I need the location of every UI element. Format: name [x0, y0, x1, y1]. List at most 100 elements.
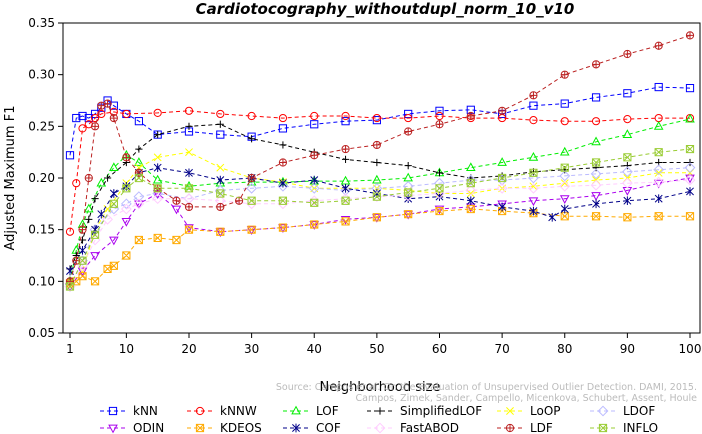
knnw-point-15 — [372, 113, 381, 123]
y-tick-label-2: 0.15 — [28, 223, 55, 237]
odin-point-23 — [653, 179, 664, 189]
lof-point-24 — [653, 120, 664, 130]
knnw-point-12 — [278, 113, 288, 123]
legend-marker-lof — [291, 405, 301, 415]
legend-label-cof: COF — [316, 421, 341, 434]
legend-label-fastabod: FastABOD — [400, 421, 459, 434]
x-tick-label-20: 20 — [181, 342, 196, 356]
fastabod-point-20 — [590, 179, 602, 191]
simplifiedlof-point-10 — [216, 120, 224, 128]
ldf-point-28 — [654, 41, 663, 50]
legend-marker-loop — [506, 407, 514, 415]
ldof-point-21 — [621, 166, 633, 178]
legend-marker-kdeos — [195, 423, 205, 433]
ldof-point-11 — [308, 182, 320, 194]
knnw-point-17 — [435, 111, 444, 121]
x-tick-label-70: 70 — [494, 342, 509, 356]
ldf-point-13 — [216, 202, 225, 212]
legend-marker-knn — [108, 406, 118, 416]
simplifiedlof-point-23 — [623, 162, 631, 170]
inflo-point-2 — [90, 230, 100, 239]
knnw-point-11 — [247, 111, 256, 121]
odin-point-20 — [559, 195, 570, 205]
ldf-point-3 — [84, 173, 93, 183]
knn-point-3 — [84, 113, 93, 123]
knnw-point-20 — [529, 116, 538, 125]
kdeos-point-22 — [560, 212, 569, 221]
watermark-line-2: Campos, Zimek, Sander, Campello, Micenko… — [356, 393, 698, 404]
lof-point-25 — [685, 113, 695, 123]
ldf-point-19 — [372, 140, 381, 150]
knn-point-16 — [341, 117, 350, 126]
lof-point-5 — [109, 162, 119, 172]
ldf-point-2 — [78, 225, 87, 234]
ldof-point-8 — [214, 185, 226, 196]
ldf-point-26 — [591, 60, 601, 69]
knnw-point-5 — [97, 109, 106, 119]
knnw-point-14 — [341, 111, 350, 121]
knn-point-2 — [78, 111, 87, 121]
knnw-point-7 — [122, 109, 131, 119]
cof-line — [69, 167, 691, 272]
kdeos-point-7 — [134, 235, 143, 245]
loop-point-19 — [560, 179, 569, 188]
x-tick-label-90: 90 — [620, 342, 635, 356]
x-tick-label-60: 60 — [432, 342, 447, 356]
x-tick-label-80: 80 — [557, 342, 572, 356]
y-axis-label: Adjusted Maximum F1 — [3, 106, 18, 251]
x-tick-label-30: 30 — [244, 342, 259, 356]
inflo-point-7 — [184, 184, 194, 193]
inflo-point-17 — [498, 173, 507, 183]
inflo-point-6 — [153, 184, 162, 193]
simplifiedlof-point-14 — [341, 155, 350, 163]
legend-item-cof: COF — [283, 421, 341, 434]
x-tick-label-10: 10 — [119, 342, 134, 356]
inflo-point-16 — [466, 179, 475, 188]
ldf-point-4 — [90, 122, 100, 131]
odin-point-11 — [278, 224, 288, 233]
cof-point-25 — [686, 187, 694, 196]
inflo-point-18 — [529, 168, 538, 177]
cof-point-21 — [560, 204, 569, 214]
knn-line — [69, 86, 691, 156]
legend-label-inflo: INFLO — [623, 421, 658, 434]
y-tick-label-3: 0.20 — [28, 171, 55, 185]
kdeos-point-2 — [78, 272, 87, 281]
simplifiedlof-point-11 — [248, 135, 256, 143]
knn-point-17 — [372, 116, 381, 125]
kdeos-point-14 — [310, 220, 319, 229]
odin-point-4 — [121, 218, 132, 227]
knnw-line — [69, 110, 690, 232]
inflo-point-3 — [109, 199, 118, 208]
x-tick-label-100: 100 — [679, 342, 702, 356]
inflo-point-12 — [341, 196, 350, 205]
inflo-point-1 — [78, 256, 87, 265]
inflo-point-23 — [685, 144, 695, 154]
inflo-point-21 — [623, 153, 632, 162]
lof-point-15 — [372, 174, 382, 184]
kdeos-point-19 — [466, 204, 475, 214]
knnw-point-23 — [623, 115, 632, 124]
knnw-point-8 — [153, 108, 162, 118]
knn-point-22 — [529, 101, 538, 110]
ldof-point-20 — [590, 168, 602, 180]
ldof-point-16 — [465, 174, 477, 186]
kdeos-point-26 — [685, 212, 695, 221]
kdeos-point-15 — [341, 217, 350, 226]
ldf-point-20 — [404, 127, 413, 136]
knnw-point-1 — [72, 179, 81, 188]
odin-point-10 — [246, 226, 257, 236]
ldf-point-12 — [184, 202, 194, 212]
loop-point-7 — [185, 148, 193, 157]
cof-point-24 — [654, 194, 663, 203]
chart-title: Cardiotocography_withoutdupl_norm_10_v10 — [196, 0, 575, 18]
knn-point-1 — [72, 113, 81, 123]
legend-marker-ldf — [505, 423, 515, 433]
fastabod-point-18 — [528, 182, 539, 194]
lof-point-4 — [96, 177, 107, 187]
kdeos-point-9 — [172, 235, 181, 245]
knn-point-26 — [654, 82, 663, 92]
kdeos-point-12 — [247, 225, 256, 234]
x-tick-label-40: 40 — [307, 342, 322, 356]
lof-point-21 — [559, 146, 570, 156]
